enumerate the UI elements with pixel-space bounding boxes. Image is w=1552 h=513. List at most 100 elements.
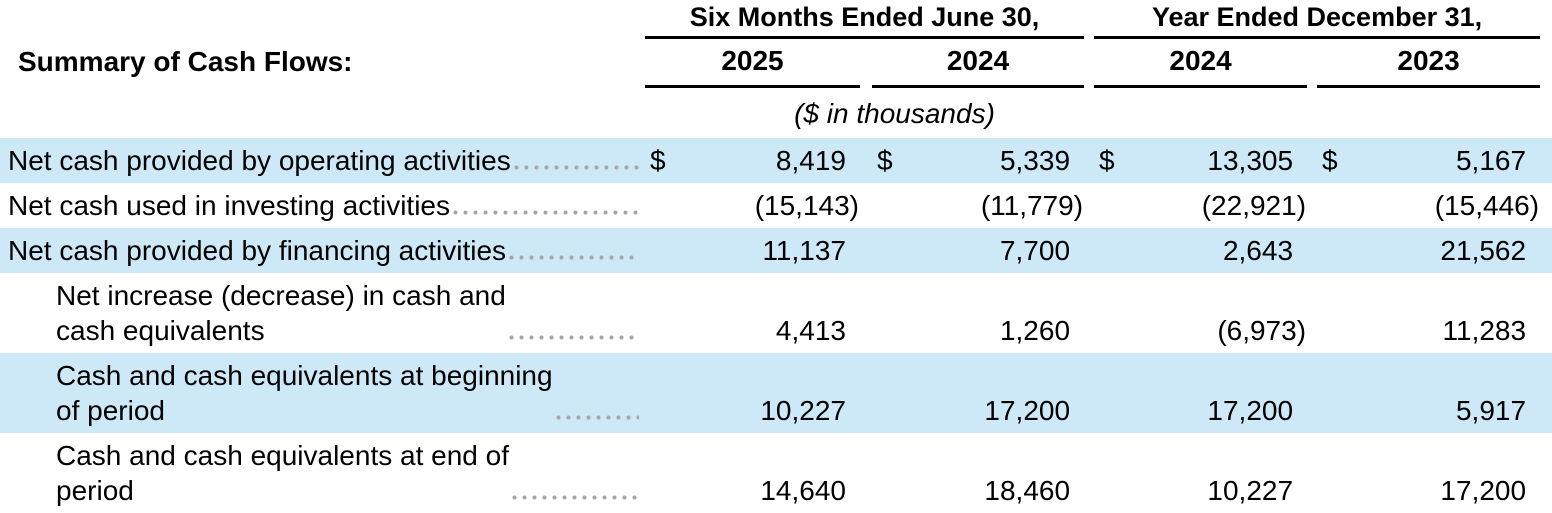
dollar-sign: $: [650, 145, 666, 176]
table-row-net-increase-decrease: Net increase (decrease) in cash and cash…: [0, 273, 1552, 353]
value: (6,973): [1217, 315, 1307, 346]
value: 5,917: [1455, 395, 1527, 426]
column-gap: [1307, 183, 1317, 228]
value: 10,227: [1207, 475, 1294, 506]
value: 5,167: [1455, 145, 1527, 176]
value: 2,643: [1222, 235, 1294, 266]
table-row-operating-activities: Net cash provided by operating activitie…: [0, 138, 1552, 183]
value: (11,779): [980, 190, 1084, 221]
dollar-sign: $: [1322, 145, 1338, 176]
column-gap: [1084, 433, 1094, 513]
value-cell: $5,167: [1317, 138, 1541, 183]
column-gap: [1540, 353, 1552, 433]
value-cell: 11,283: [1317, 273, 1540, 353]
column-gap: [1084, 38, 1094, 87]
column-gap: [1307, 228, 1318, 273]
dollar-sign: $: [1099, 145, 1115, 176]
dollar-sign: $: [877, 145, 893, 176]
value: 21,562: [1440, 235, 1527, 266]
column-gap: [860, 138, 872, 183]
row-label: Net cash provided by operating activitie…: [8, 145, 511, 176]
value-cell: 17,200: [1317, 433, 1540, 513]
value: 10,227: [760, 395, 846, 426]
value-cell: 10,227: [645, 353, 860, 433]
empty-corner-cell: [0, 2, 645, 38]
row-label: Net cash used in investing activities: [8, 190, 450, 221]
value: 13,305: [1207, 145, 1294, 176]
year-header-2024b: 2024: [1094, 37, 1308, 88]
value: (22,921): [1201, 190, 1307, 221]
column-gap: [1084, 273, 1094, 353]
column-gap: [1307, 273, 1317, 353]
dotted-leader: [509, 255, 639, 260]
year-header-2025: 2025: [645, 37, 860, 88]
value-cell: $13,305: [1094, 138, 1308, 183]
table-row-cash-end-of-period: Cash and cash equivalents at end of peri…: [0, 433, 1552, 513]
column-gap: [1307, 38, 1317, 87]
column-gap: [1540, 138, 1552, 183]
year-header-2024a: 2024: [872, 37, 1085, 88]
value-cell: 7,700: [872, 228, 1085, 273]
row-label: Cash and cash equivalents at beginning o…: [56, 360, 553, 426]
value: 17,200: [1207, 395, 1294, 426]
page-title: Summary of Cash Flows:: [18, 45, 353, 77]
value-cell: (6,973): [1094, 273, 1307, 353]
row-label-cell: Net cash provided by financing activitie…: [0, 228, 645, 273]
value-cell: 18,460: [872, 433, 1084, 513]
dotted-leader: [555, 415, 639, 420]
value-cell: 21,562: [1317, 228, 1541, 273]
value-cell: (11,779): [872, 183, 1084, 228]
value: 14,640: [760, 475, 846, 506]
value-cell: 5,917: [1317, 353, 1541, 433]
column-gap: [1540, 228, 1552, 273]
column-gap: [860, 228, 872, 273]
value: 4,413: [775, 315, 846, 346]
value: 1,260: [999, 315, 1071, 346]
value: 17,200: [1440, 475, 1527, 506]
row-label: Net increase (decrease) in cash and cash…: [56, 280, 506, 346]
dotted-leader: [453, 210, 639, 215]
column-gap: [1084, 2, 1094, 38]
value-cell: (15,143): [645, 183, 860, 228]
value-cell: 11,137: [645, 228, 860, 273]
column-gap: [1540, 38, 1552, 87]
column-gap: [1084, 138, 1095, 183]
column-gap: [860, 353, 872, 433]
table-row-financing-activities: Net cash provided by financing activitie…: [0, 228, 1552, 273]
value: (15,143): [754, 190, 859, 221]
column-gap: [860, 273, 872, 353]
row-label-cell: Cash and cash equivalents at end of peri…: [0, 433, 645, 513]
column-gap: [1540, 183, 1552, 228]
column-gap: [860, 183, 872, 228]
column-group-header-row: Six Months Ended June 30, Year Ended Dec…: [0, 2, 1552, 39]
value: 5,339: [999, 145, 1071, 176]
row-label: Cash and cash equivalents at end of peri…: [56, 440, 509, 506]
year-header-2023: 2023: [1317, 37, 1541, 88]
row-label-cell: Net cash used in investing activities: [0, 183, 645, 228]
value: 18,460: [984, 475, 1071, 506]
row-label-cell: Net cash provided by operating activitie…: [0, 138, 645, 183]
column-group-year-ended: Year Ended December 31,: [1094, 2, 1541, 39]
column-gap: [1307, 138, 1318, 183]
value-cell: 4,413: [645, 273, 860, 353]
column-gap: [1084, 228, 1095, 273]
value-cell: 2,643: [1094, 228, 1308, 273]
year-header-row: Summary of Cash Flows: 2025 2024 2024 20…: [0, 37, 1552, 88]
dotted-leader: [511, 495, 639, 500]
column-gap: [860, 433, 872, 513]
column-gap: [1540, 273, 1552, 353]
value-cell: $8,419: [645, 138, 860, 183]
empty-cell: [1084, 87, 1552, 139]
units-note: ($ in thousands): [794, 98, 995, 129]
column-gap: [1307, 353, 1318, 433]
column-gap: [1084, 183, 1094, 228]
column-gap: [1307, 433, 1317, 513]
value: 11,137: [762, 235, 846, 266]
row-label-cell: Net increase (decrease) in cash and cash…: [0, 273, 645, 353]
column-gap: [1540, 433, 1552, 513]
row-label-cell: Cash and cash equivalents at beginning o…: [0, 353, 645, 433]
value: 7,700: [999, 235, 1071, 266]
value-cell: 17,200: [872, 353, 1085, 433]
dotted-leader: [508, 335, 639, 340]
